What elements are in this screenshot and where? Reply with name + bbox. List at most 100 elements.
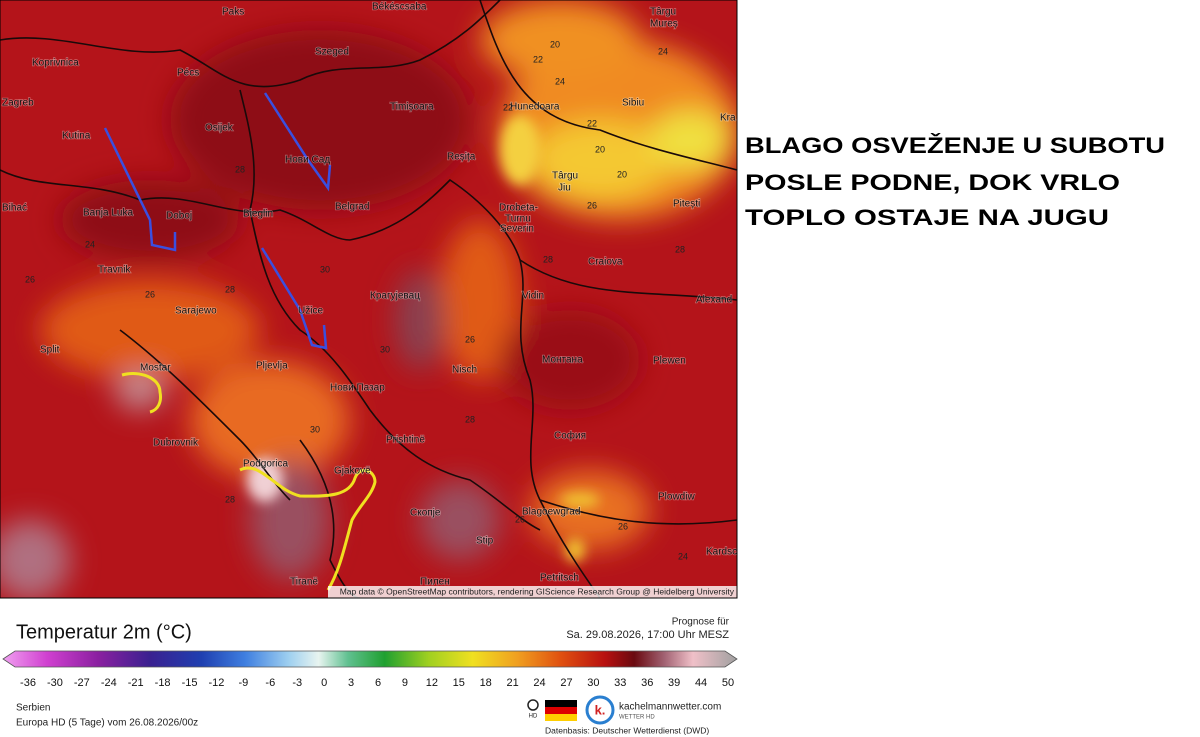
city-label: Užice <box>298 306 323 317</box>
map: Paks Békéscsaba TârguMureșKoprivnicaPécsSz… <box>0 0 737 598</box>
scale-tick-label: -9 <box>238 677 248 689</box>
city-label: Split <box>40 345 60 356</box>
city-label: Пилен <box>420 577 450 588</box>
forecast-time: Sa. 29.08.2026, 17:00 Uhr MESZ <box>566 629 729 641</box>
city-label: Kra <box>720 113 736 124</box>
scale-tick-label: 24 <box>533 677 545 689</box>
region: Serbien <box>16 703 50 714</box>
city-label: Timișoara <box>390 102 434 113</box>
zoom-icon[interactable] <box>527 699 539 711</box>
headline-line: BLAGO OSVEŽENJE U SUBOTU <box>745 133 1165 158</box>
city-label: Petritsch <box>540 573 579 584</box>
temperature-field <box>0 0 737 598</box>
isotherm-label: 22 <box>503 102 513 112</box>
scale-tick-label: -30 <box>47 677 63 689</box>
scale-tick-label: -12 <box>209 677 225 689</box>
scale-ticks: -36 -30 -27 -24 -21 -18 -15 -12 -9 -6 -3 0 3 6 9 12 15 18… <box>20 677 734 689</box>
hd-label: HD <box>529 714 538 720</box>
scale-tick-label: -6 <box>265 677 275 689</box>
city-label: Plewen <box>653 356 686 367</box>
city-label: Travnik <box>98 265 131 276</box>
city-label: Mostar <box>140 363 171 374</box>
city-label: Pitești <box>673 199 700 210</box>
legend-title: Temperatur 2m (°C) <box>16 621 192 643</box>
scale-tick-label: 44 <box>695 677 707 689</box>
city-label: Stip <box>476 536 494 547</box>
logo-text: k. <box>595 702 606 717</box>
headline-line: POSLE PODNE, DOK VRLO <box>745 170 1120 195</box>
isotherm-label: 20 <box>595 144 605 154</box>
isotherm-label: 30 <box>320 264 330 274</box>
city-label: Крагујевац <box>370 291 420 302</box>
scale-tick-label: 33 <box>614 677 626 689</box>
city-label: Doboj <box>166 211 192 222</box>
city-label: Sibiu <box>622 98 644 109</box>
city-label: Jiu <box>558 183 571 194</box>
scale-tick-label: 18 <box>480 677 492 689</box>
isotherm-label: 30 <box>380 344 390 354</box>
isotherm-label: 26 <box>515 514 525 524</box>
scale-tick-label: 3 <box>348 677 354 689</box>
data-source: Datenbasis: Deutscher Wetterdienst (DWD) <box>545 725 709 735</box>
city-label: Osijek <box>205 123 234 134</box>
forecast-label: Prognose für <box>672 617 730 628</box>
city-label: Plowdiw <box>658 492 695 503</box>
scale-tick-label: -15 <box>182 677 198 689</box>
scale-tick-label: -27 <box>74 677 90 689</box>
city-label: Bihać <box>2 203 27 214</box>
city-label: Скопје <box>410 508 441 519</box>
city-label: Dubrovnik <box>153 438 199 449</box>
flag-stripe <box>545 700 577 707</box>
scale-tick-label: 9 <box>402 677 408 689</box>
city-label: Banja Luka <box>83 208 133 219</box>
city-label: Szeged <box>315 47 349 58</box>
city-label: Pécs <box>177 68 199 79</box>
isotherm-label: 24 <box>555 76 565 86</box>
color-scale <box>2 650 738 668</box>
scale-tick-label: -21 <box>128 677 144 689</box>
city-label: Bieglin <box>243 209 273 220</box>
scale-tick-label: -3 <box>292 677 302 689</box>
scale-tick-label: -36 <box>20 677 36 689</box>
scale-tick-label: 36 <box>641 677 653 689</box>
isotherm-label: 28 <box>465 414 475 424</box>
city-label: Vidin <box>522 291 544 302</box>
city-label: Koprivnica <box>32 58 79 69</box>
city-label: Alexand <box>696 295 732 306</box>
city-label: Prishtinë <box>386 435 425 446</box>
isotherm-label: 28 <box>543 254 553 264</box>
scale-tick-label: 12 <box>426 677 438 689</box>
scale-tick-label: 15 <box>453 677 465 689</box>
city-label: Kardsc <box>706 547 737 558</box>
isotherm-label: 28 <box>225 284 235 294</box>
scale-tick-label: 0 <box>321 677 327 689</box>
city-label: Zagreb <box>2 98 34 109</box>
scale-tick-label: -18 <box>155 677 171 689</box>
isotherm-label: 24 <box>678 551 688 561</box>
brand: kachelmannwetter.com <box>619 702 721 713</box>
headline-line: TOPLO OSTAJE NA JUGU <box>745 205 1109 230</box>
city-label: Târgu <box>552 171 578 182</box>
city-label: Нови Сад <box>285 155 330 166</box>
city-label: Severin <box>500 224 534 235</box>
scale-tick-label: 50 <box>722 677 734 689</box>
city-label: Blagoewgrad <box>522 507 580 518</box>
city-label: Podgorica <box>243 459 288 470</box>
city-label: Pljevlja <box>256 361 288 372</box>
attribution: Map data © OpenStreetMap contributors, r… <box>340 586 735 596</box>
city-label: Turnu <box>505 214 531 225</box>
borders <box>0 0 737 598</box>
isotherm-label: 26 <box>465 334 475 344</box>
city-labels: Paks Békéscsaba TârguMureșKoprivnicaPécsSz… <box>1 1 737 589</box>
city-label: Belgrad <box>335 202 369 213</box>
warm-outlines <box>121 372 377 591</box>
isotherm-label: 20 <box>617 169 627 179</box>
city-label: София <box>554 430 586 442</box>
scale-tick-label: 21 <box>506 677 518 689</box>
city-label: Нови Пазар <box>330 383 385 394</box>
isotherm-label: 28 <box>225 494 235 504</box>
city-label: Hunedoara <box>510 102 560 113</box>
isotherm-label: 30 <box>310 424 320 434</box>
isotherm-label: 24 <box>658 46 668 56</box>
